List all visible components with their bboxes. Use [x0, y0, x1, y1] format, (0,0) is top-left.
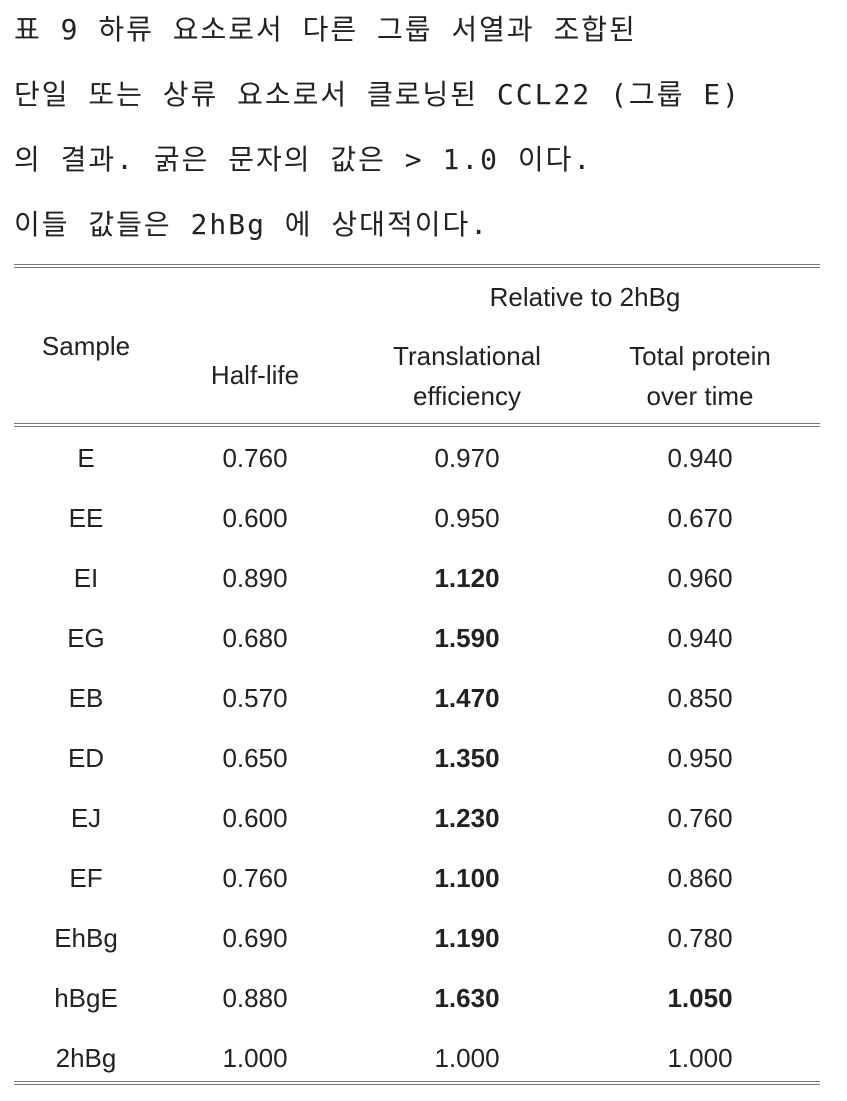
top-rule [14, 264, 820, 268]
table-cell: 0.940 [667, 438, 732, 478]
table-cell: 0.960 [667, 558, 732, 598]
table-cell: 0.690 [222, 918, 287, 958]
table-cell: 0.600 [222, 498, 287, 538]
table-cell: 2hBg [56, 1038, 117, 1078]
table-cell: hBgE [54, 978, 118, 1018]
table-cell: 1.000 [667, 1038, 732, 1078]
column-header: efficiency [413, 376, 521, 416]
sample-header: Sample [42, 326, 130, 366]
table-cell: 0.950 [434, 498, 499, 538]
table-cell: 1.000 [222, 1038, 287, 1078]
table-cell: 0.760 [222, 438, 287, 478]
table-cell: 0.940 [667, 618, 732, 658]
header-rule [14, 423, 820, 427]
group-header: Relative to 2hBg [490, 277, 681, 317]
table-cell: 0.970 [434, 438, 499, 478]
table-cell: EI [74, 558, 99, 598]
table-cell: E [77, 438, 94, 478]
bottom-rule [14, 1081, 820, 1085]
table-cell: EE [69, 498, 104, 538]
table-cell: EB [69, 678, 104, 718]
table-cell: 0.890 [222, 558, 287, 598]
table-cell: 0.850 [667, 678, 732, 718]
table-cell: EG [67, 618, 105, 658]
table-cell: 1.120 [434, 558, 499, 598]
table-cell: 1.230 [434, 798, 499, 838]
table-cell: 0.760 [222, 858, 287, 898]
table-cell: 0.950 [667, 738, 732, 778]
column-header: Total protein [629, 336, 771, 376]
table-cell: EF [69, 858, 102, 898]
table-cell: 0.650 [222, 738, 287, 778]
table-cell: 0.760 [667, 798, 732, 838]
table-cell: 1.050 [667, 978, 732, 1018]
table-cell: 1.590 [434, 618, 499, 658]
caption-line: 단일 또는 상류 요소로서 클로닝된 CCL22 (그룹 E) [14, 73, 741, 113]
caption-line: 의 결과. 굵은 문자의 값은 > 1.0 이다. [14, 138, 592, 178]
table-cell: 0.570 [222, 678, 287, 718]
table-cell: 0.780 [667, 918, 732, 958]
caption-line: 이들 값들은 2hBg 에 상대적이다. [14, 203, 489, 243]
table-cell: 0.880 [222, 978, 287, 1018]
table-cell: 1.100 [434, 858, 499, 898]
table-cell: 1.000 [434, 1038, 499, 1078]
column-header: Translational [393, 336, 541, 376]
table-cell: 0.670 [667, 498, 732, 538]
table-cell: 1.190 [434, 918, 499, 958]
table-cell: 1.350 [434, 738, 499, 778]
column-header: over time [647, 376, 754, 416]
table-cell: EhBg [54, 918, 118, 958]
table-cell: 1.470 [434, 678, 499, 718]
table-cell: 0.600 [222, 798, 287, 838]
table-cell: ED [68, 738, 104, 778]
caption-line: 표 9 하류 요소로서 다른 그룹 서열과 조합된 [14, 8, 637, 48]
table-cell: EJ [71, 798, 101, 838]
column-header: Half-life [211, 355, 299, 395]
table-cell: 0.860 [667, 858, 732, 898]
table-cell: 0.680 [222, 618, 287, 658]
table-cell: 1.630 [434, 978, 499, 1018]
